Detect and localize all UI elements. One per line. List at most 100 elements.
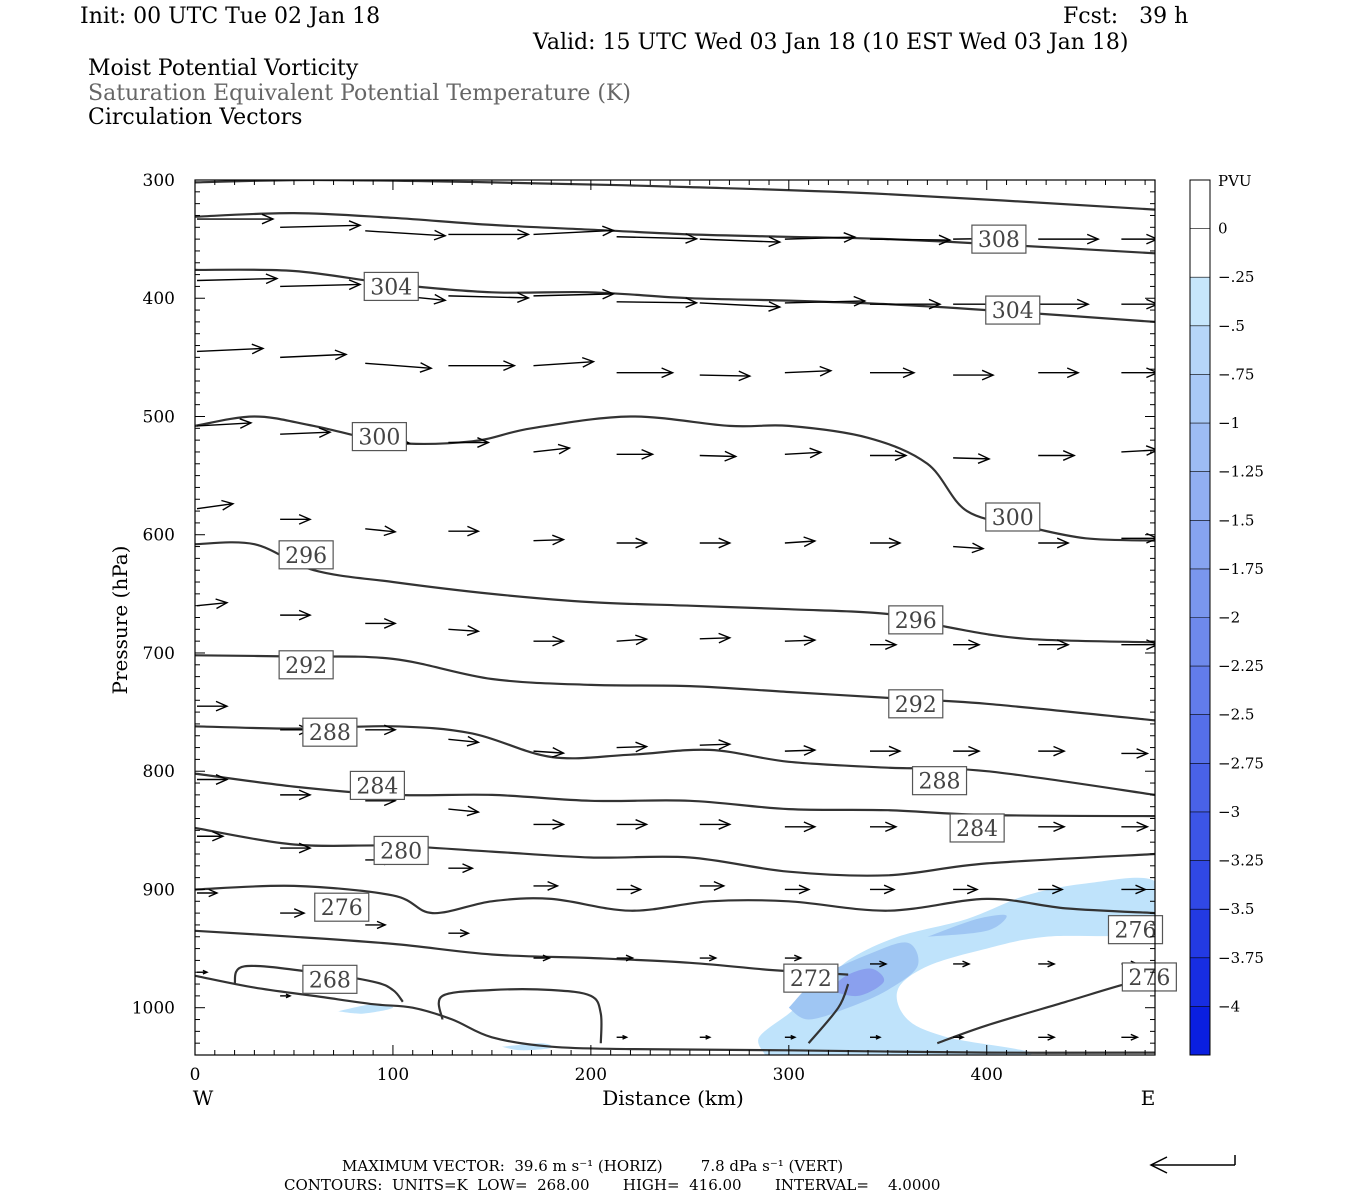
circulation-vector	[1038, 884, 1064, 895]
circulation-vector	[448, 360, 517, 372]
circulation-vector	[1121, 821, 1150, 833]
circulation-vector	[280, 609, 312, 621]
circulation-vector	[699, 537, 732, 549]
circulation-vector	[1038, 233, 1100, 245]
contour-label: 280	[373, 835, 429, 866]
circulation-vector	[196, 499, 235, 511]
circulation-vector	[784, 884, 811, 895]
y-tick-label: 600	[143, 526, 175, 546]
contour-label: 272	[783, 963, 839, 993]
east-label: E	[1141, 1086, 1156, 1110]
colorbar-swatch	[1190, 471, 1210, 521]
circulation-vector	[869, 745, 902, 757]
colorbar-swatch	[1190, 568, 1210, 618]
circulation-vector	[616, 537, 649, 549]
contour-label: 284	[349, 770, 405, 801]
colorbar-label: −3.75	[1218, 949, 1264, 967]
contour-label: 268	[302, 964, 358, 994]
circulation-vector	[533, 356, 596, 368]
y-tick-label: 1000	[132, 999, 175, 1019]
circulation-vector	[699, 236, 782, 248]
circulation-vector	[1121, 748, 1150, 759]
contour-label: 304	[985, 295, 1041, 325]
circulation-vector	[1038, 960, 1056, 968]
circulation-vector	[280, 279, 362, 291]
circulation-vector	[1038, 537, 1070, 549]
circulation-vector	[784, 954, 803, 962]
west-label: W	[193, 1086, 214, 1110]
svg-text:288: 288	[919, 770, 961, 795]
init-time: Init: 00 UTC Tue 02 Jan 18	[80, 4, 381, 29]
colorbar-label: 0	[1218, 220, 1228, 238]
field-title-vectors: Circulation Vectors	[88, 105, 303, 130]
contour-label: 304	[363, 271, 419, 302]
svg-text:292: 292	[285, 654, 327, 679]
circulation-vector	[699, 450, 738, 462]
circulation-vector	[448, 735, 481, 747]
circulation-vector	[280, 842, 312, 854]
circulation-vector	[365, 362, 433, 373]
circulation-vector	[784, 447, 823, 459]
y-tick-label: 400	[143, 289, 175, 309]
max-vector-note: MAXIMUM VECTOR: 39.6 m s⁻¹ (HORIZ) 7.8 d…	[342, 1157, 844, 1175]
circulation-vector	[197, 774, 229, 785]
circulation-vector	[784, 745, 817, 756]
svg-text:276: 276	[1114, 919, 1156, 944]
circulation-vector	[699, 632, 732, 644]
circulation-vector	[784, 295, 867, 307]
colorbar-label: −2.75	[1218, 754, 1264, 772]
colorbar-title: PVU	[1218, 172, 1252, 190]
contour-label: 300	[351, 421, 407, 452]
svg-text:284: 284	[356, 774, 398, 799]
circulation-vector	[953, 542, 985, 554]
contour-label: 276	[314, 892, 370, 922]
theta-e-contour	[195, 884, 1155, 915]
circulation-vector	[953, 453, 991, 464]
svg-text:296: 296	[285, 544, 327, 569]
reference-vector-arrow	[1149, 1155, 1236, 1174]
circulation-vector	[280, 993, 292, 999]
colorbar-label: −1.5	[1218, 511, 1254, 529]
circulation-vector	[1038, 639, 1070, 651]
circulation-vector	[365, 525, 397, 537]
circulation-vector	[953, 369, 995, 381]
colorbar-label: −3.5	[1218, 900, 1254, 918]
svg-text:288: 288	[309, 721, 351, 746]
x-tick-label: 0	[190, 1065, 201, 1085]
colorbar-swatch	[1190, 714, 1210, 764]
contour-label: 284	[949, 813, 1005, 843]
contour-label: 296	[888, 605, 944, 635]
colorbar-swatch	[1190, 423, 1210, 472]
colorbar-swatch	[1190, 180, 1210, 229]
circulation-vector	[699, 880, 726, 891]
colorbar-swatch	[1190, 957, 1210, 1007]
theta-e-contour	[195, 541, 1155, 644]
circulation-vector	[1038, 1033, 1056, 1041]
svg-text:284: 284	[956, 817, 998, 842]
circulation-vector	[280, 789, 312, 801]
colorbar-label: −4	[1218, 997, 1240, 1015]
circulation-vector	[953, 884, 979, 895]
colorbar-swatch	[1190, 617, 1210, 667]
contour-label: 292	[888, 689, 944, 719]
circulation-vector	[280, 908, 306, 919]
circulation-vector	[448, 928, 471, 938]
circulation-vector	[953, 639, 981, 650]
circulation-vector	[869, 639, 898, 650]
theta-e-contour	[195, 654, 1155, 722]
svg-text:268: 268	[309, 968, 351, 993]
svg-text:272: 272	[790, 967, 832, 992]
circulation-vector	[616, 233, 699, 244]
theta-e-contour	[437, 988, 603, 1044]
circulation-vector	[869, 367, 916, 379]
x-tick-label: 300	[773, 1065, 805, 1085]
circulation-vector	[1121, 298, 1155, 310]
svg-text:308: 308	[978, 228, 1020, 253]
colorbar-label: −2.5	[1218, 706, 1254, 724]
circulation-vector	[280, 349, 348, 361]
y-tick-label: 700	[143, 644, 175, 664]
circulation-vector	[448, 228, 531, 240]
circulation-vector	[784, 821, 817, 833]
circulation-vector	[533, 819, 566, 830]
colorbar-swatch	[1190, 763, 1210, 812]
